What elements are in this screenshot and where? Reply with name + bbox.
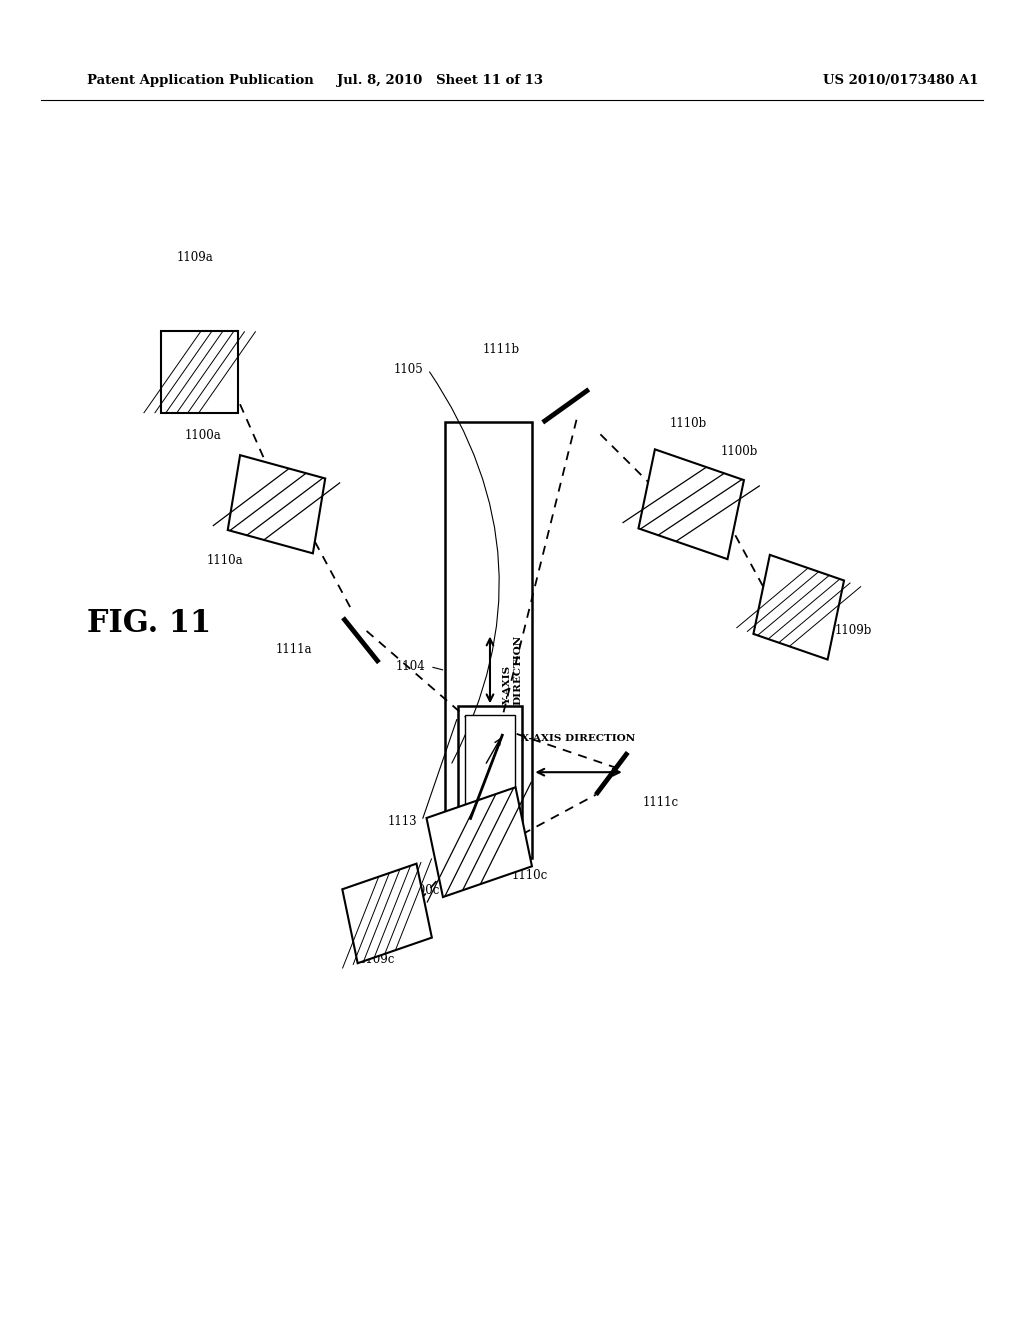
Bar <box>445 422 532 858</box>
Text: 1100b: 1100b <box>721 445 758 458</box>
Text: Patent Application Publication: Patent Application Publication <box>87 74 313 87</box>
Text: 1109b: 1109b <box>835 624 871 638</box>
Bar <box>227 455 326 553</box>
Text: 1109c: 1109c <box>358 953 395 966</box>
Text: 1110c: 1110c <box>512 869 548 882</box>
Text: Jul. 8, 2010   Sheet 11 of 13: Jul. 8, 2010 Sheet 11 of 13 <box>337 74 544 87</box>
Bar <box>458 706 522 838</box>
Text: 1104: 1104 <box>395 660 425 673</box>
Bar <box>162 331 238 413</box>
Bar <box>754 554 844 660</box>
Text: 1110a: 1110a <box>207 554 244 568</box>
Text: 1100a: 1100a <box>184 429 221 442</box>
Text: 1111b: 1111b <box>483 343 520 356</box>
Text: 1105: 1105 <box>393 363 423 376</box>
Text: 1111c: 1111c <box>643 796 679 809</box>
Text: US 2010/0173480 A1: US 2010/0173480 A1 <box>823 74 979 87</box>
Text: 1111a: 1111a <box>275 643 312 656</box>
Text: FIG. 11: FIG. 11 <box>87 607 211 639</box>
Bar <box>342 863 432 964</box>
Text: 1113: 1113 <box>387 814 417 828</box>
Text: Y-AXIS
DIRECTION: Y-AXIS DIRECTION <box>504 635 522 705</box>
Text: 1109a: 1109a <box>176 251 213 264</box>
Text: X-AXIS DIRECTION: X-AXIS DIRECTION <box>521 734 636 743</box>
Text: 1110b: 1110b <box>670 417 707 430</box>
Bar <box>465 715 515 829</box>
Bar <box>427 787 531 898</box>
Text: 1100c: 1100c <box>403 884 440 898</box>
Bar <box>639 449 743 560</box>
